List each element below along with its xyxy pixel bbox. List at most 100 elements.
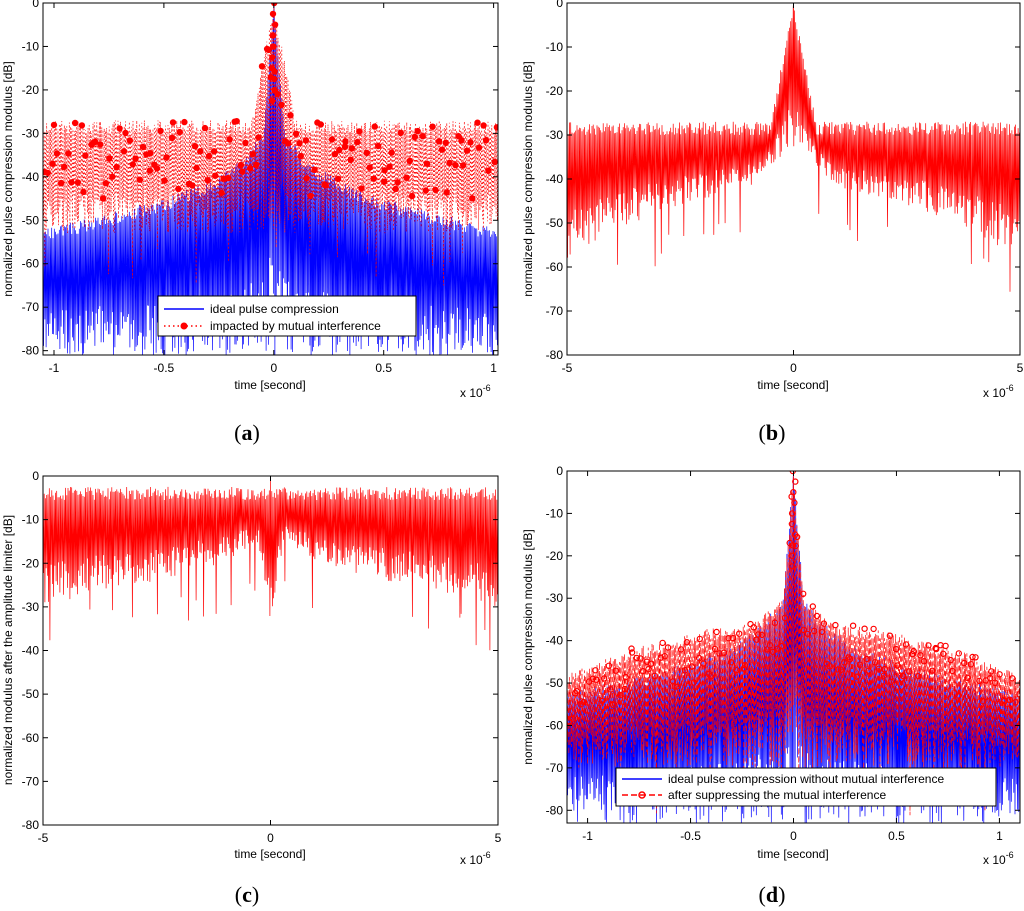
series-marker xyxy=(328,136,336,143)
series-marker xyxy=(91,138,99,146)
series-marker xyxy=(800,590,807,598)
series-marker xyxy=(826,663,834,670)
x-tick-label: 1 xyxy=(490,361,497,375)
series-marker xyxy=(741,662,749,669)
x-tick-label: -0.5 xyxy=(154,361,175,375)
x-exponent-power-d: -6 xyxy=(1006,850,1014,860)
series-marker xyxy=(592,667,599,674)
series-marker xyxy=(628,649,636,656)
series-marker xyxy=(388,149,395,156)
series-marker xyxy=(423,160,431,167)
series-marker xyxy=(311,166,318,173)
series-marker xyxy=(381,178,388,185)
series-marker xyxy=(146,167,154,174)
series-marker xyxy=(792,478,799,485)
series-marker xyxy=(688,663,696,670)
series-marker xyxy=(875,665,883,672)
series-marker xyxy=(491,158,498,166)
series-marker xyxy=(607,686,614,693)
y-tick-label: -40 xyxy=(22,170,40,184)
x-tick-label: 1 xyxy=(996,829,1003,843)
x-tick-label: -1 xyxy=(49,361,60,375)
series-marker xyxy=(849,622,857,629)
series-marker xyxy=(871,659,879,666)
series-marker xyxy=(452,161,459,169)
series-marker xyxy=(270,43,277,50)
series-marker xyxy=(979,698,987,705)
legend-box-d xyxy=(615,767,997,807)
series-marker xyxy=(947,656,955,664)
caption-a: (a) xyxy=(234,420,260,445)
series-marker xyxy=(109,173,116,180)
panel-a: -1 -0.5 0 0.5 1 0 -10 -20 -30 -40 -50 -60 -70 -80 ti… xyxy=(1,0,499,445)
series-marker xyxy=(455,132,462,140)
y-tick-label: -50 xyxy=(546,676,564,690)
series-marker xyxy=(804,630,811,638)
series-marker xyxy=(246,165,254,172)
x-tick-label: 5 xyxy=(495,831,502,845)
series-marker xyxy=(113,164,120,171)
series-marker xyxy=(394,179,401,186)
series-marker xyxy=(58,179,65,187)
x-exponent-base-d: x 10 xyxy=(983,853,1006,867)
y-tick-label: -70 xyxy=(22,774,40,788)
x-exponent-b: x 10-6 xyxy=(983,383,1014,400)
series-marker xyxy=(463,147,471,154)
series-marker xyxy=(49,160,56,167)
x-exponent-c: x 10-6 xyxy=(460,850,491,867)
series-marker xyxy=(242,139,249,147)
series-marker xyxy=(258,63,266,70)
series-marker xyxy=(74,179,82,186)
x-ticks-d: -1 -0.5 0 0.5 1 xyxy=(582,471,1003,843)
x-tick-label: 0 xyxy=(790,361,797,375)
series-marker xyxy=(790,489,797,496)
series-marker xyxy=(467,139,474,146)
series-marker xyxy=(736,630,743,637)
series-marker xyxy=(925,642,932,649)
series-marker xyxy=(163,154,170,161)
series-marker xyxy=(788,520,796,528)
series-marker xyxy=(176,128,183,136)
x-exponent-base-b: x 10 xyxy=(983,386,1006,400)
y-tick-label: -50 xyxy=(546,216,564,230)
series-marker xyxy=(1009,675,1016,682)
series-marker xyxy=(964,674,971,682)
series-marker xyxy=(334,175,342,183)
y-tick-label: -70 xyxy=(546,761,564,775)
y-tick-label: -70 xyxy=(546,304,564,318)
y-tick-label: -60 xyxy=(22,257,40,271)
series-marker xyxy=(674,683,681,690)
x-ticks-a: -1 -0.5 0 0.5 1 xyxy=(49,3,497,375)
series-marker xyxy=(175,185,182,193)
series-marker xyxy=(651,672,659,680)
plot-area-c xyxy=(43,480,498,651)
series-marker xyxy=(789,563,796,570)
series-1-b xyxy=(567,3,1020,292)
legend-marker-suppressed-d xyxy=(638,791,646,799)
series-marker xyxy=(482,136,490,144)
series-marker xyxy=(754,631,762,638)
series-marker xyxy=(661,653,668,660)
plot-area-a xyxy=(43,3,498,355)
series-marker xyxy=(628,645,635,652)
x-exponent-base-c: x 10 xyxy=(460,853,483,867)
series-marker xyxy=(893,645,900,653)
series-marker xyxy=(366,164,373,171)
y-tick-label: -10 xyxy=(22,39,40,53)
series-marker xyxy=(358,185,365,192)
series-marker xyxy=(949,667,956,675)
plot-area-d xyxy=(567,471,1020,823)
series-marker xyxy=(789,542,796,549)
series-marker xyxy=(302,137,310,144)
series-marker xyxy=(832,621,839,629)
series-marker xyxy=(600,675,608,682)
series-marker xyxy=(106,155,113,162)
series-marker xyxy=(271,75,278,83)
series-marker xyxy=(403,174,410,181)
series-marker xyxy=(763,646,771,653)
series-marker xyxy=(933,645,940,653)
series-marker xyxy=(408,192,416,200)
series-marker xyxy=(68,179,75,186)
y-tick-label: -80 xyxy=(22,818,40,832)
series-marker xyxy=(789,471,796,475)
